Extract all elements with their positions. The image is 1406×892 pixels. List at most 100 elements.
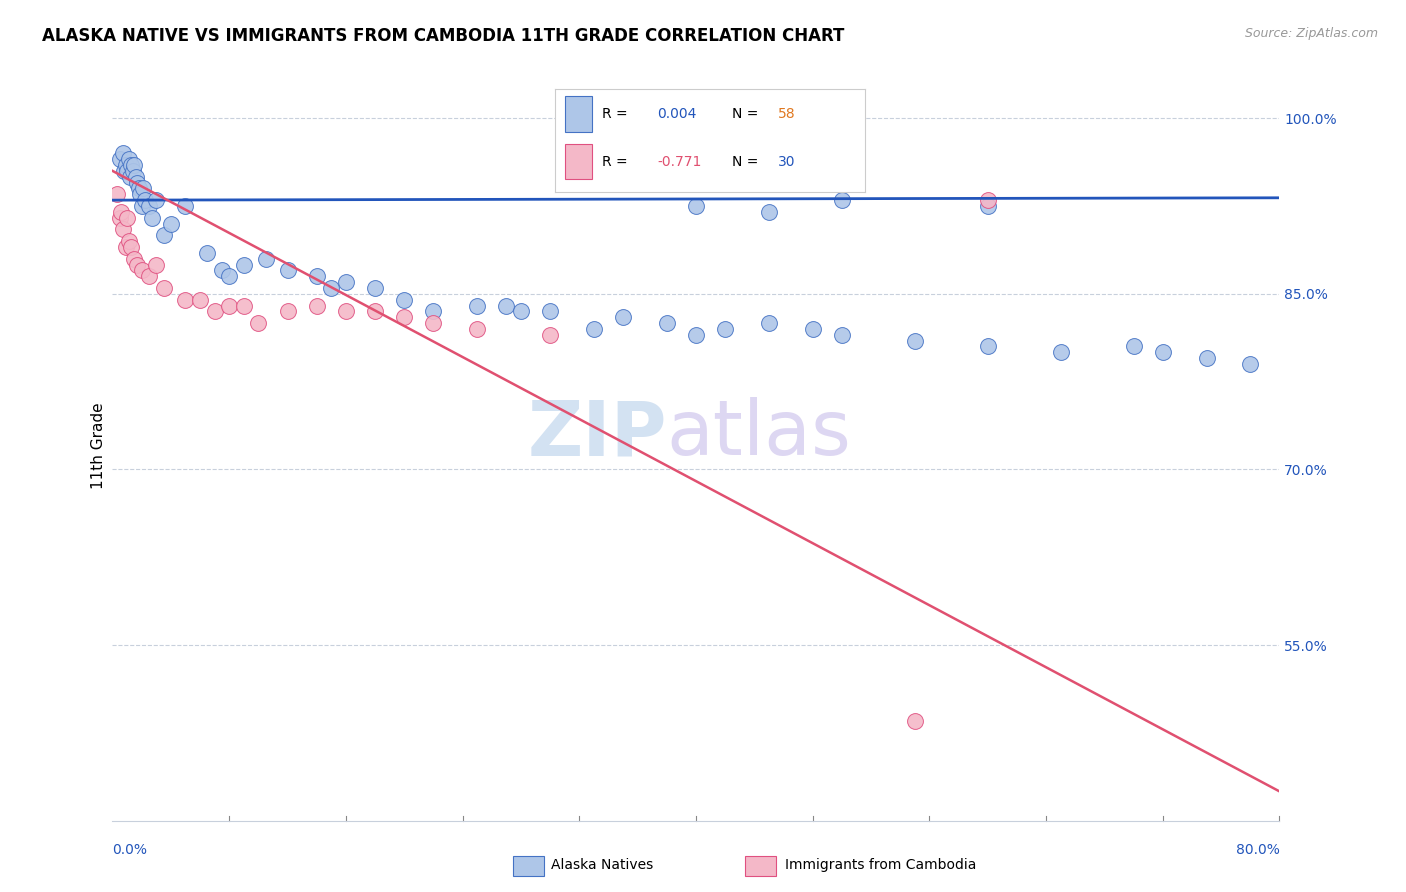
Text: N =: N = — [731, 107, 762, 121]
Text: 0.0%: 0.0% — [112, 843, 148, 857]
Point — [110, 205, 132, 219]
Point — [1239, 357, 1261, 371]
Point — [108, 152, 131, 166]
Text: 0.004: 0.004 — [658, 107, 697, 121]
Point — [112, 164, 135, 178]
Point — [976, 199, 998, 213]
Point — [117, 152, 139, 166]
Point — [509, 304, 531, 318]
Point — [582, 322, 605, 336]
Point — [247, 316, 270, 330]
Point — [422, 304, 444, 318]
Point — [758, 316, 780, 330]
Point — [1195, 351, 1218, 366]
Point — [115, 211, 138, 225]
Point — [124, 158, 146, 172]
Point — [976, 193, 998, 207]
Text: R =: R = — [602, 107, 631, 121]
Point — [174, 293, 197, 307]
Bar — [565, 144, 592, 179]
Point — [115, 164, 138, 178]
Point — [145, 193, 167, 207]
Text: Alaska Natives: Alaska Natives — [551, 858, 654, 872]
Point — [904, 334, 927, 348]
Y-axis label: 11th Grade: 11th Grade — [90, 402, 105, 490]
Point — [117, 234, 139, 248]
Point — [758, 205, 780, 219]
Text: 58: 58 — [778, 107, 796, 121]
Text: atlas: atlas — [666, 397, 852, 471]
Point — [831, 327, 853, 342]
Point — [232, 298, 254, 313]
Point — [131, 199, 153, 213]
Point — [120, 158, 142, 172]
Point — [132, 181, 155, 195]
Point — [904, 714, 927, 728]
Point — [124, 252, 146, 266]
Text: 30: 30 — [778, 154, 796, 169]
Point — [204, 304, 226, 318]
Point — [152, 228, 174, 243]
Point — [141, 211, 163, 225]
Point — [129, 187, 152, 202]
Point — [145, 258, 167, 272]
Point — [394, 310, 416, 325]
Point — [305, 269, 328, 284]
Point — [976, 339, 998, 353]
Text: Immigrants from Cambodia: Immigrants from Cambodia — [785, 858, 976, 872]
Point — [111, 222, 134, 236]
Point — [364, 281, 387, 295]
Point — [1152, 345, 1174, 359]
Point — [218, 269, 240, 284]
Point — [138, 199, 160, 213]
Point — [335, 304, 357, 318]
Point — [655, 316, 678, 330]
Point — [612, 310, 634, 325]
Point — [114, 158, 136, 172]
Point — [335, 275, 357, 289]
Point — [831, 193, 853, 207]
Point — [122, 164, 145, 178]
Point — [254, 252, 277, 266]
Point — [152, 281, 174, 295]
Point — [127, 258, 149, 272]
Text: ZIP: ZIP — [527, 397, 666, 471]
Text: ALASKA NATIVE VS IMMIGRANTS FROM CAMBODIA 11TH GRADE CORRELATION CHART: ALASKA NATIVE VS IMMIGRANTS FROM CAMBODI… — [42, 27, 845, 45]
Text: R =: R = — [602, 154, 631, 169]
Point — [218, 298, 240, 313]
Point — [305, 298, 328, 313]
Point — [211, 263, 233, 277]
Point — [277, 304, 299, 318]
Bar — [565, 96, 592, 132]
Point — [465, 298, 488, 313]
Point — [394, 293, 416, 307]
Text: Source: ZipAtlas.com: Source: ZipAtlas.com — [1244, 27, 1378, 40]
Point — [538, 327, 561, 342]
Point — [277, 263, 299, 277]
Point — [1049, 345, 1071, 359]
Point — [127, 176, 149, 190]
Point — [118, 169, 141, 184]
Point — [138, 269, 160, 284]
Point — [685, 199, 707, 213]
Point — [364, 304, 387, 318]
Point — [321, 281, 343, 295]
Point — [134, 193, 156, 207]
Point — [495, 298, 517, 313]
Point — [232, 258, 254, 272]
Point — [128, 181, 150, 195]
Point — [174, 199, 197, 213]
Point — [108, 211, 131, 225]
Point — [125, 169, 148, 184]
Text: 80.0%: 80.0% — [1236, 843, 1279, 857]
Point — [801, 322, 824, 336]
Point — [465, 322, 488, 336]
Point — [685, 327, 707, 342]
Point — [195, 245, 218, 260]
Point — [1122, 339, 1144, 353]
Point — [714, 322, 737, 336]
Point — [538, 304, 561, 318]
Text: -0.771: -0.771 — [658, 154, 702, 169]
Point — [160, 217, 183, 231]
Point — [131, 263, 153, 277]
